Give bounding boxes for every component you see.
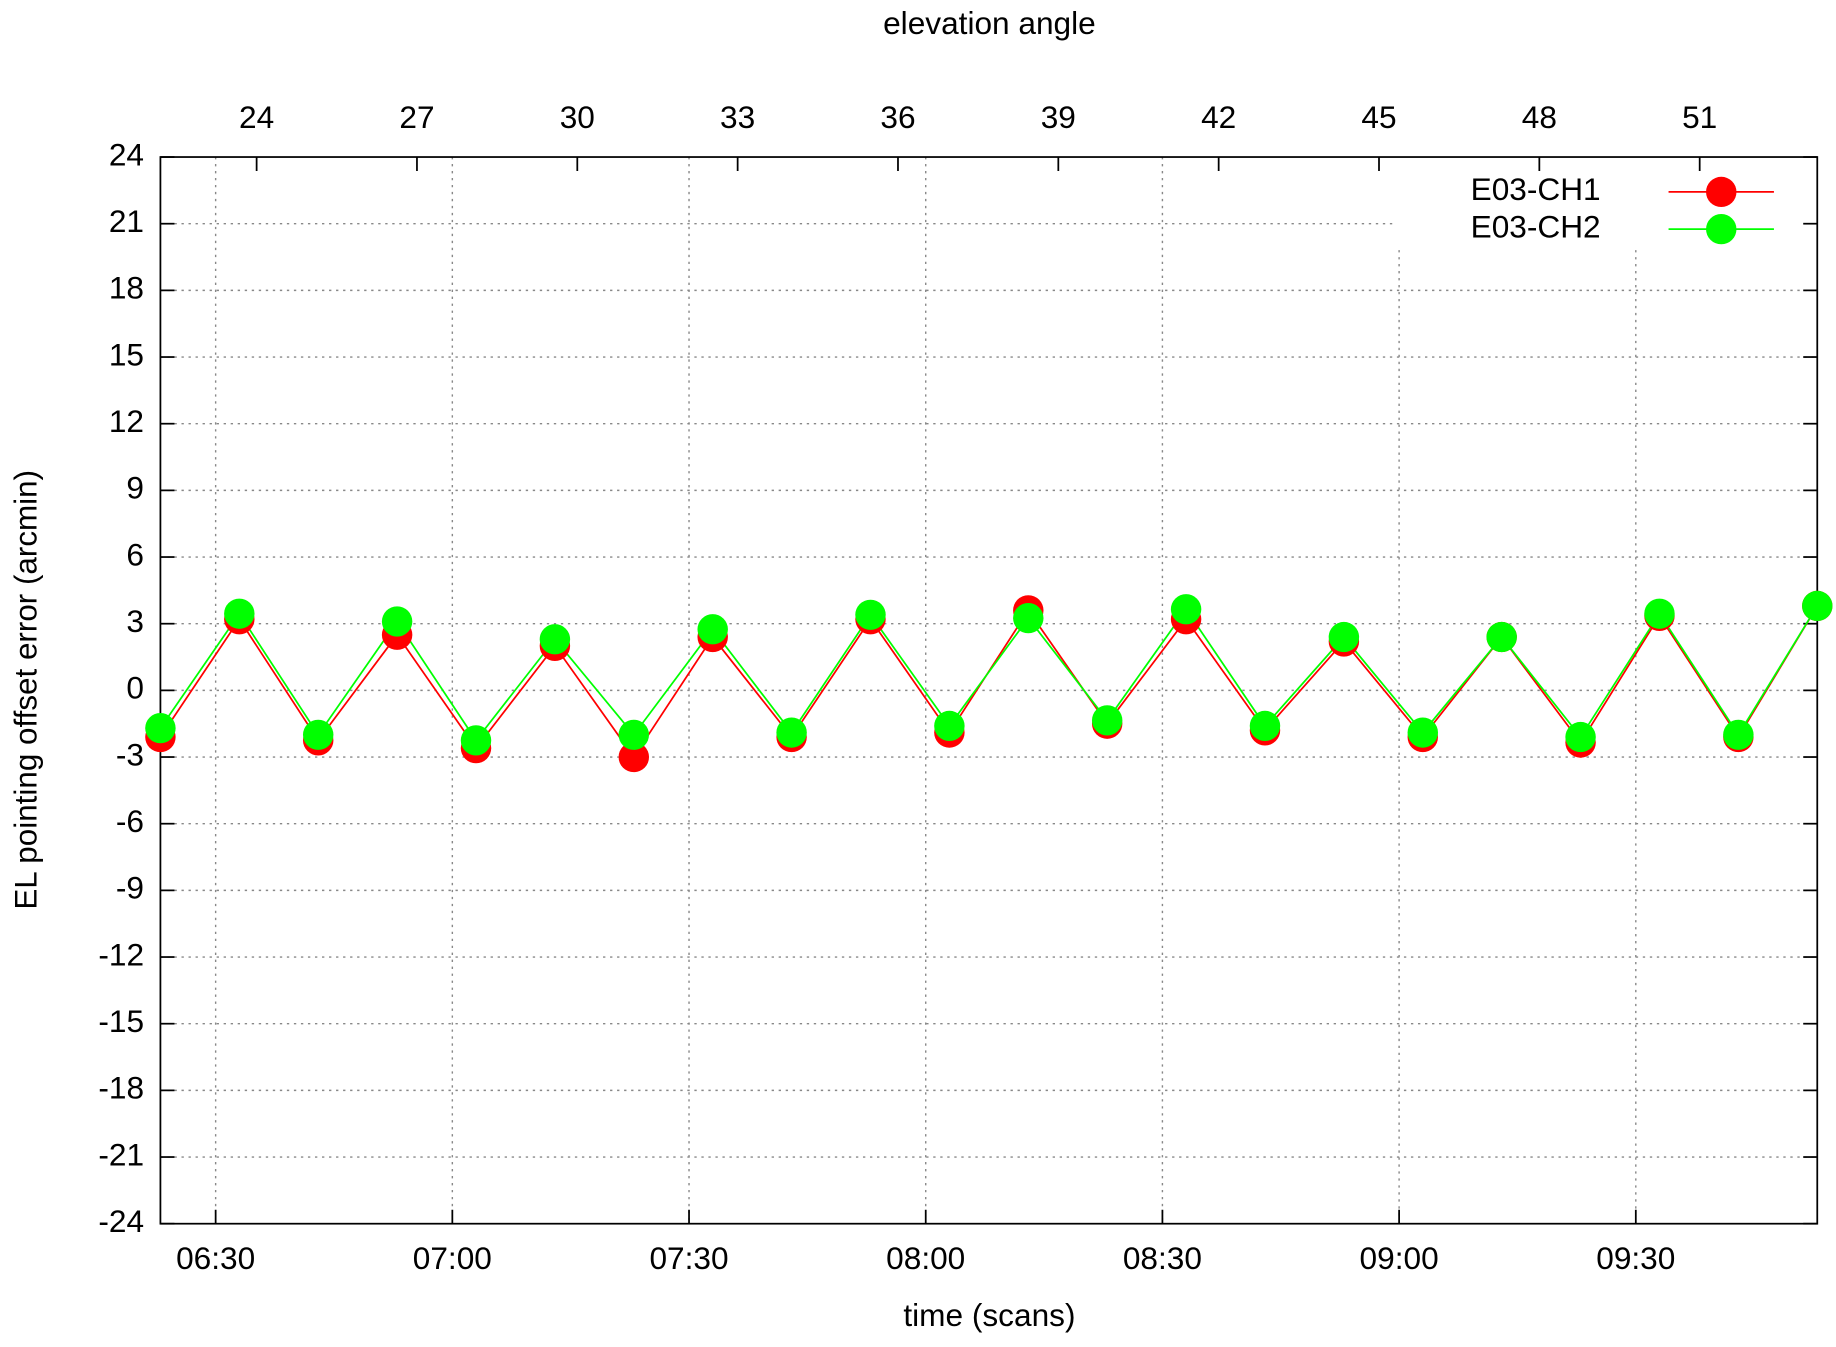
data-point bbox=[1407, 717, 1438, 748]
x2-tick-label: 27 bbox=[399, 99, 434, 135]
data-point bbox=[1802, 590, 1833, 622]
x-tick-label: 09:00 bbox=[1360, 1240, 1439, 1276]
y-tick-label: -3 bbox=[116, 736, 144, 772]
data-point bbox=[1013, 603, 1044, 634]
y-tick-label: 21 bbox=[109, 203, 144, 239]
legend-label: E03-CH1 bbox=[1471, 171, 1601, 207]
x2-tick-label: 39 bbox=[1041, 99, 1076, 135]
y-tick-label: 24 bbox=[109, 136, 144, 172]
y-tick-label: -15 bbox=[98, 1003, 144, 1039]
data-point bbox=[1486, 621, 1517, 653]
data-point bbox=[302, 719, 334, 750]
x2-tick-label: 33 bbox=[720, 99, 755, 135]
data-point bbox=[697, 614, 728, 645]
data-point bbox=[381, 606, 413, 637]
y-axis-label: EL pointing offset error (arcmin) bbox=[7, 470, 43, 910]
x-tick-label: 08:00 bbox=[886, 1240, 965, 1276]
data-point bbox=[460, 725, 492, 756]
y-tick-label: -12 bbox=[98, 936, 144, 972]
x2-axis-label: elevation angle bbox=[883, 5, 1096, 41]
data-point bbox=[618, 719, 650, 750]
x-tick-label: 09:30 bbox=[1596, 1240, 1675, 1276]
data-point bbox=[855, 599, 886, 630]
x-tick-label: 07:30 bbox=[649, 1240, 728, 1276]
y-tick-label: -18 bbox=[98, 1070, 144, 1106]
x2-tick-label: 30 bbox=[560, 99, 595, 135]
data-point bbox=[1328, 621, 1360, 653]
y-tick-label: -6 bbox=[116, 803, 144, 839]
y-tick-label: 9 bbox=[126, 470, 144, 506]
y-tick-label: 15 bbox=[109, 336, 144, 372]
data-point bbox=[1249, 710, 1281, 742]
data-point bbox=[1723, 719, 1754, 750]
legend-marker bbox=[1706, 176, 1737, 208]
y-tick-label: 12 bbox=[109, 403, 144, 439]
data-point bbox=[618, 741, 650, 773]
data-point bbox=[776, 717, 807, 748]
plot-frame bbox=[159, 156, 1819, 1225]
y-tick-label: -24 bbox=[98, 1203, 144, 1239]
data-point bbox=[1170, 594, 1202, 625]
data-point bbox=[1091, 705, 1123, 736]
x2-tick-label: 42 bbox=[1201, 99, 1236, 135]
y-tick-label: -21 bbox=[98, 1136, 144, 1172]
y-tick-label: 18 bbox=[109, 270, 144, 306]
data-point bbox=[145, 713, 176, 744]
x2-tick-label: 48 bbox=[1522, 99, 1557, 135]
y-tick-label: 0 bbox=[126, 670, 144, 706]
x2-tick-label: 51 bbox=[1682, 99, 1717, 135]
x-tick-label: 06:30 bbox=[176, 1240, 255, 1276]
data-point bbox=[1565, 721, 1596, 753]
y-tick-label: -9 bbox=[116, 870, 144, 906]
x-tick-label: 08:30 bbox=[1123, 1240, 1202, 1276]
data-point bbox=[224, 598, 255, 629]
x-tick-label: 07:00 bbox=[413, 1240, 492, 1276]
y-tick-label: 3 bbox=[126, 603, 144, 639]
data-point bbox=[1644, 598, 1675, 629]
legend-marker bbox=[1706, 214, 1737, 245]
y-tick-label: 6 bbox=[126, 536, 144, 572]
data-point bbox=[934, 710, 965, 742]
x2-tick-label: 36 bbox=[880, 99, 915, 135]
x2-tick-label: 45 bbox=[1361, 99, 1396, 135]
legend-label: E03-CH2 bbox=[1471, 209, 1601, 245]
series-line bbox=[159, 605, 1819, 742]
x2-tick-label: 24 bbox=[239, 99, 274, 135]
x-axis-label: time (scans) bbox=[903, 1297, 1075, 1333]
data-point bbox=[539, 624, 571, 655]
